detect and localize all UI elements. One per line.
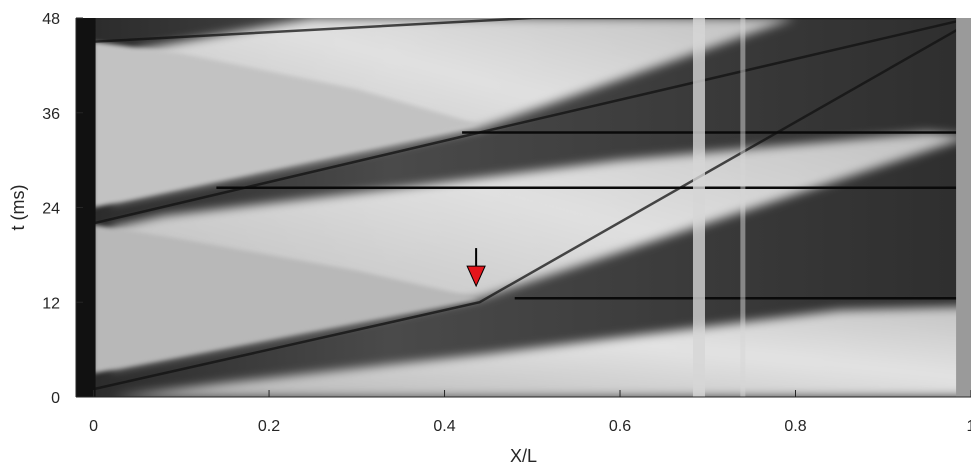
arrow-head	[466, 265, 486, 288]
y-axis-label: t (ms)	[8, 185, 28, 231]
wall-region-upper	[93, 41, 480, 208]
plot-area	[76, 18, 971, 397]
x-axis-label: X/L	[510, 446, 537, 466]
bright-band-1	[692, 18, 705, 397]
bright-vertical-bands	[692, 18, 746, 397]
streak-lower	[111, 306, 971, 397]
wall-regions	[93, 41, 480, 374]
y-tick-label: 36	[42, 106, 60, 123]
wave-front-1	[93, 20, 971, 391]
y-ticks: 0 12 24 36 48	[42, 11, 83, 407]
wall-region-lower	[93, 224, 480, 374]
y-tick-label: 0	[51, 390, 60, 407]
x-tick-label: 0.6	[609, 418, 631, 435]
y-tick-label: 12	[42, 295, 60, 312]
y-tick-label: 24	[42, 201, 60, 218]
x-tick-label: 0.2	[258, 418, 280, 435]
x-tick-label: 0.4	[433, 418, 455, 435]
right-end	[956, 18, 971, 397]
x-tick-label: 1	[967, 418, 971, 435]
x-tick-label: 0.8	[784, 418, 806, 435]
wave-front-3	[93, 18, 971, 43]
x-ticks: 0 0.2 0.4 0.6 0.8 1	[89, 390, 971, 435]
y-tick-label: 48	[42, 11, 60, 28]
bright-band-2	[740, 18, 746, 397]
annotation-arrow	[466, 248, 486, 288]
x-tick-label: 0	[89, 418, 98, 435]
